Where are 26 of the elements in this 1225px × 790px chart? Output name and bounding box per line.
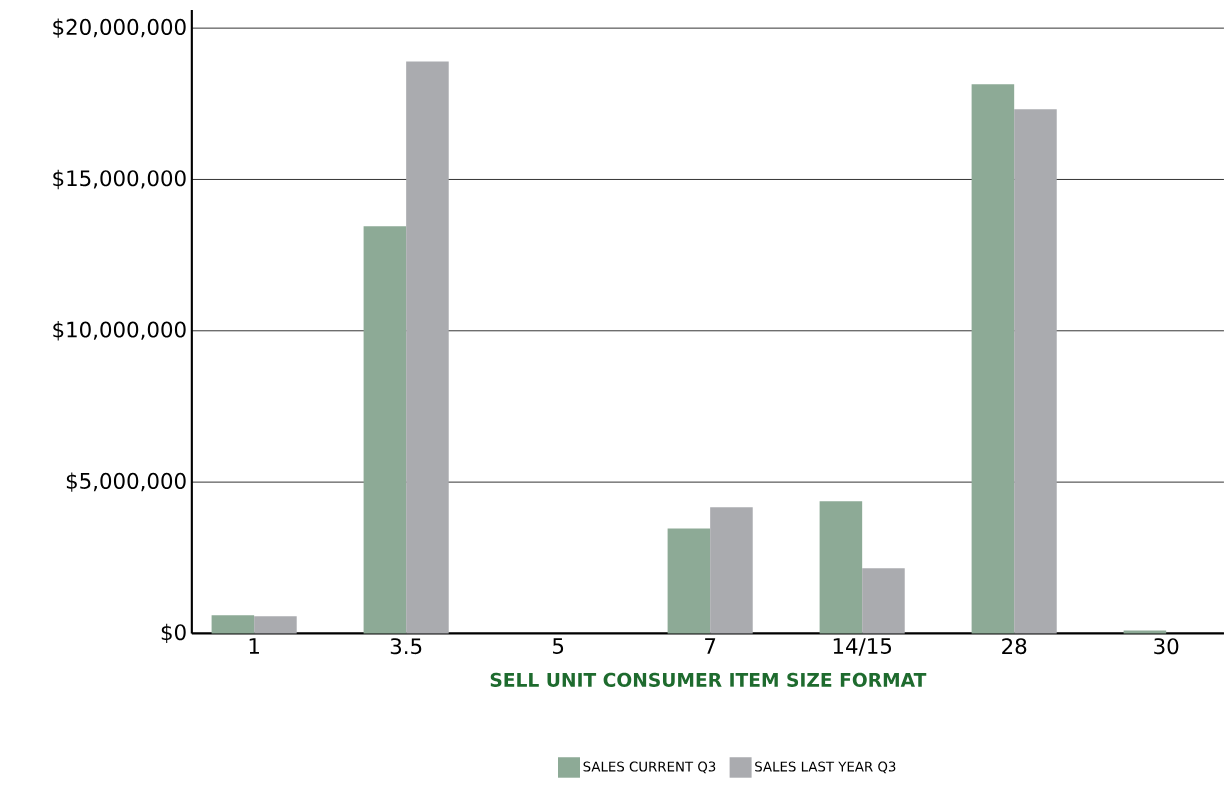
y-tick-label: $20,000,000 (53, 18, 186, 38)
legend-label: SALES LAST YEAR Q3 (755, 761, 896, 773)
x-tick-label: 7 (705, 637, 716, 654)
x-tick-label: 14/15 (833, 637, 892, 656)
y-tick-label: $5,000,000 (66, 472, 186, 492)
x-tick-label: 30 (1154, 638, 1179, 655)
x-axis-title: SELL UNIT CONSUMER ITEM SIZE FORMAT (490, 672, 927, 687)
bar (1123, 630, 1167, 634)
y-tick-label: $10,000,000 (53, 320, 186, 341)
bar (1014, 109, 1057, 634)
bar (819, 501, 863, 634)
bar (406, 61, 449, 634)
bar (862, 568, 905, 634)
bar (971, 83, 1015, 634)
x-tick-label: 28 (1002, 638, 1027, 655)
bar (211, 615, 255, 634)
bar (254, 616, 297, 634)
y-tick-label: $15,000,000 (53, 169, 186, 189)
x-tick-label: 1 (249, 637, 259, 654)
y-tick-label: $0 (161, 623, 186, 643)
bar (667, 528, 711, 634)
x-tick-label: 5 (553, 637, 564, 654)
x-tick-label: 3.5 (390, 638, 422, 655)
bar (363, 226, 407, 634)
legend-label: SALES CURRENT Q3 (583, 761, 716, 773)
bar (710, 507, 753, 634)
